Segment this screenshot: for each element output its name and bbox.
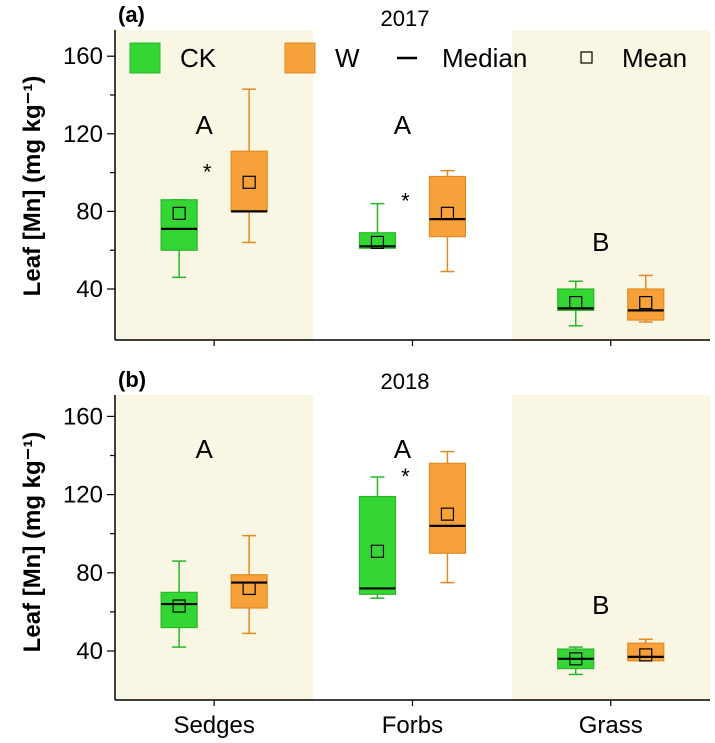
significance-mark: * [203,160,212,185]
mean-ck-grass [569,295,583,310]
plot-marks: 40 80 120 160 A * A * B [63,30,710,346]
panel-title: 2017 [381,6,430,31]
legend-swatch-ck [129,42,161,74]
box-w-forbs [428,175,467,238]
mean-w-sedges [242,175,256,189]
group-letter: B [592,227,609,257]
x-tick-labels: Sedges Forbs Grass [173,712,642,739]
mean-ck-sedges [172,599,186,613]
mean-ck-sedges [172,206,186,220]
mean-w-grass [639,295,653,310]
box-w-sedges [230,574,268,609]
shade-grass [511,30,710,340]
mean-w-forbs [440,507,455,521]
legend-label: CK [180,43,217,73]
category-shading [115,395,710,700]
panel-a: CK W Median Mean (a) 2017 Leaf [Mn] (mg kg⁻… [19,2,710,346]
group-letter: A [195,434,213,464]
group-letter: A [195,110,213,140]
legend-label: Median [442,43,527,73]
box-ck-sedges [160,199,198,251]
x-tick-label: Sedges [173,712,254,739]
panel-b: (b) 2018 Leaf [Mn] (mg kg⁻¹) 40 80 120 160 A… [19,367,710,739]
y-tick-label: 160 [63,43,103,70]
y-axis-label: Leaf [Mn] (mg kg⁻¹) [19,432,46,653]
box-ck-grass [557,288,595,311]
legend-swatch-w [284,42,316,74]
box-w-grass [627,642,665,662]
legend-label: W [335,43,360,73]
shade-sedges [115,30,314,340]
significance-mark: * [401,464,410,489]
mean-ck-forbs [370,235,385,250]
y-tick-label: 40 [76,638,103,665]
panel-label: (b) [118,367,146,392]
x-tick-label: Grass [579,712,643,739]
shade-grass [511,395,710,700]
mean-w-forbs [440,206,455,220]
y-tick-label: 40 [76,276,103,303]
group-letter: B [592,590,609,620]
box-w-sedges [230,150,268,212]
category-shading [115,30,710,340]
legend-mean-square [580,51,593,64]
mean-w-grass [639,648,653,662]
group-letter: A [394,434,412,464]
panel-label: (a) [118,2,145,27]
y-tick-label: 160 [63,403,103,430]
y-tick-label: 120 [63,482,103,509]
shade-sedges [115,395,314,700]
legend-label: Mean [622,43,687,73]
mean-w-sedges [242,581,256,596]
y-tick-label: 80 [76,560,103,587]
box-w-grass [627,288,665,321]
y-tick-label: 120 [63,121,103,148]
x-tick-label: Forbs [382,712,443,739]
significance-mark: * [401,189,410,214]
y-tick-label: 80 [76,198,103,225]
legend: CK W Median Mean [129,42,687,74]
mean-ck-grass [569,652,583,666]
box-ck-sedges [160,591,198,629]
mean-ck-forbs [370,544,385,558]
group-letter: A [394,110,412,140]
panel-title: 2018 [381,369,430,394]
y-axis-label: Leaf [Mn] (mg kg⁻¹) [19,76,46,297]
